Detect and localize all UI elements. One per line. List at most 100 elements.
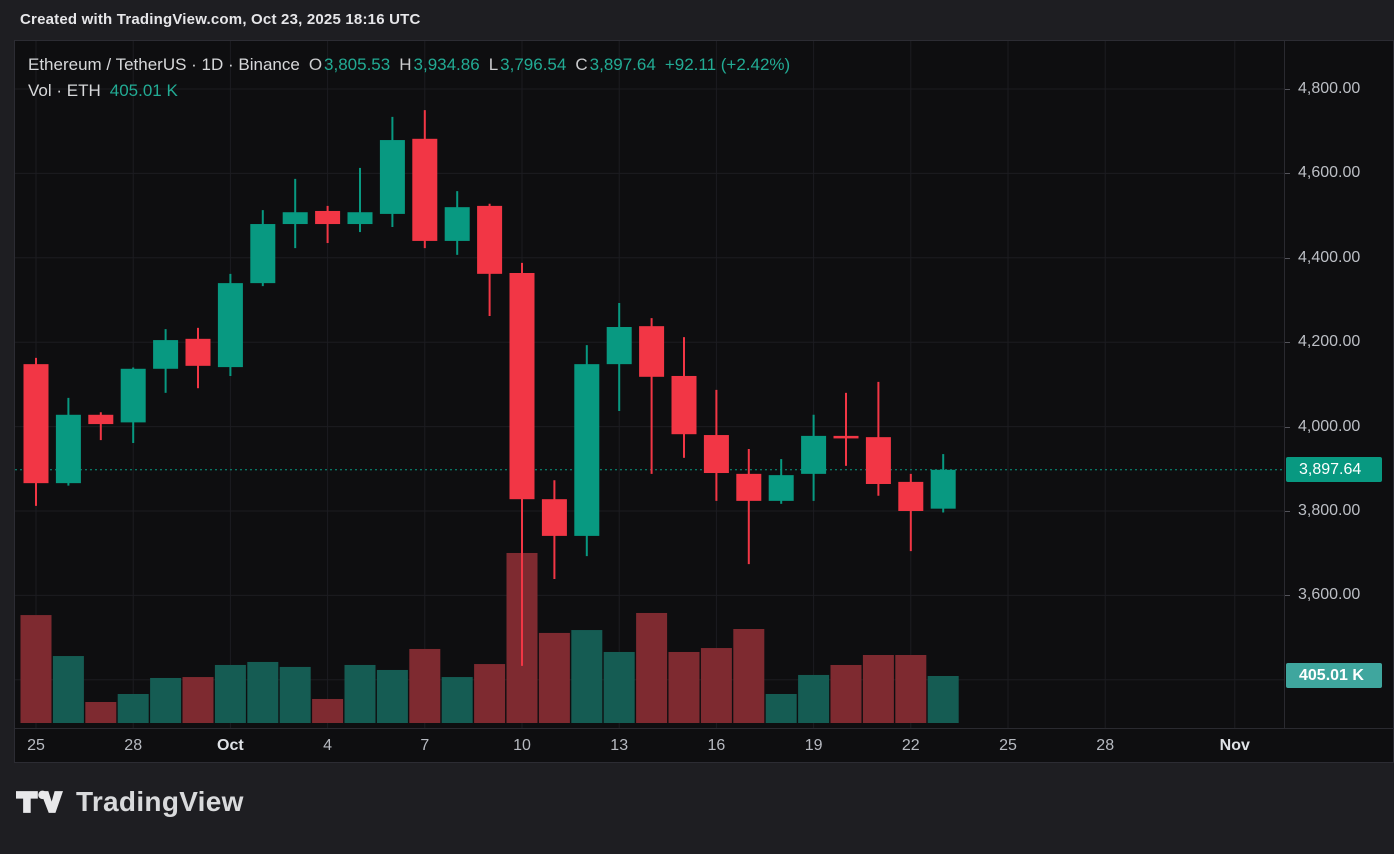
candle-body [315,210,341,225]
time-tick-label: 22 [901,737,920,754]
time-tick-label: 13 [610,737,629,754]
candle[interactable] [379,116,405,227]
volume-bar[interactable] [636,612,668,723]
volume-bar[interactable] [182,677,214,723]
volume-bar[interactable] [247,661,279,723]
candle[interactable] [541,480,567,579]
volume-bar[interactable] [603,651,635,723]
candle[interactable] [671,337,697,458]
volume-bar[interactable] [927,675,959,723]
price-tick-mark [1285,89,1290,90]
volume-bar[interactable] [765,693,797,723]
candle[interactable] [120,367,146,444]
candle-body [574,364,600,536]
volume-bar[interactable] [214,664,246,723]
current-price-badge: 3,897.64 [1286,457,1382,483]
volume-label: Vol · ETH [28,81,101,100]
volume-bar[interactable] [279,666,311,723]
candle[interactable] [606,302,632,411]
candle[interactable] [930,454,956,513]
candle-body [639,326,665,377]
candle-body [541,499,567,536]
legend-volume-row: Vol · ETH 405.01 K [28,78,790,104]
volume-bar[interactable] [733,628,765,723]
candle[interactable] [217,273,243,376]
candle[interactable] [153,329,179,393]
candle[interactable] [185,327,211,389]
volume-bar[interactable] [85,701,117,723]
candle[interactable] [768,459,794,504]
candle-body [282,212,308,225]
candle[interactable] [250,210,276,287]
volume-bar[interactable] [150,677,182,723]
candle[interactable] [23,357,49,506]
volume-bar[interactable] [798,674,830,723]
candle[interactable] [574,345,600,557]
candle[interactable] [639,318,665,474]
volume-bar[interactable] [20,615,52,723]
price-axis[interactable]: 3,897.64 405.01 K 4,800.00 4,600.00 4,400.… [1284,41,1394,728]
price-tick-mark [1285,257,1290,259]
attribution-text: Created with TradingView.com, Oct 23, 20… [20,11,421,28]
candle-body [930,469,956,509]
candle[interactable] [509,262,535,666]
candle[interactable] [898,473,924,552]
volume-bar[interactable] [117,693,149,723]
candle[interactable] [444,191,470,255]
price-tick-mark [1285,173,1290,175]
candle[interactable] [801,414,827,501]
open-value: 3,805.53 [324,55,391,74]
tradingview-logo[interactable]: TradingView [16,786,244,818]
volume-bar[interactable] [895,654,927,723]
volume-bar[interactable] [700,648,732,723]
candle[interactable] [347,167,373,233]
time-tick-label: 25 [27,737,45,754]
volume-bar[interactable] [376,669,408,723]
volume-bar[interactable] [668,651,700,723]
candle[interactable] [412,110,438,249]
candlestick-chart[interactable] [15,41,1284,728]
candle-body [801,435,827,474]
volume-bar[interactable] [312,698,344,723]
candle[interactable] [282,178,308,249]
candle-body [347,212,373,225]
time-tick-label: Nov [1219,737,1250,754]
volume-bar[interactable] [52,656,84,723]
volume-bar[interactable] [830,664,862,723]
volume-bar[interactable] [409,648,441,723]
time-axis[interactable]: 25 28 Oct 4 7 10 13 16 19 22 25 28 Nov [15,728,1394,763]
candle-body [379,140,405,214]
candle-body [477,205,503,274]
candle[interactable] [865,381,891,496]
candle-body [703,435,729,474]
time-tick-label: Oct [217,737,244,754]
volume-bar[interactable] [571,630,603,723]
price-tick-mark [1285,511,1290,512]
candle-body [120,368,146,423]
candle[interactable] [55,397,81,486]
time-tick-label: 25 [999,737,1017,754]
candle[interactable] [88,412,114,441]
price-tick-label: 4,000.00 [1298,417,1361,435]
volume-bar[interactable] [441,677,473,723]
candle[interactable] [833,392,859,466]
time-tick-label: 28 [124,737,143,754]
volume-bar[interactable] [344,664,376,723]
candle[interactable] [315,205,341,244]
candle-body [153,340,179,369]
change-value: +92.11 (+2.42%) [664,55,791,74]
chart-plot-area[interactable] [15,41,1284,728]
candle[interactable] [477,203,503,317]
time-tick-label: 7 [420,737,430,754]
tradingview-logo-text: TradingView [76,786,244,817]
candle-body [185,338,211,366]
volume-bar[interactable] [538,632,570,723]
current-volume-badge: 405.01 K [1286,663,1382,689]
candle[interactable] [736,448,762,565]
volume-bar[interactable] [862,654,894,723]
candle[interactable] [703,389,729,501]
time-tick-label: 4 [323,737,333,754]
volume-bar[interactable] [474,664,506,723]
legend-symbol-row: Ethereum / TetherUS · 1D · Binance O 3,8… [28,52,790,78]
